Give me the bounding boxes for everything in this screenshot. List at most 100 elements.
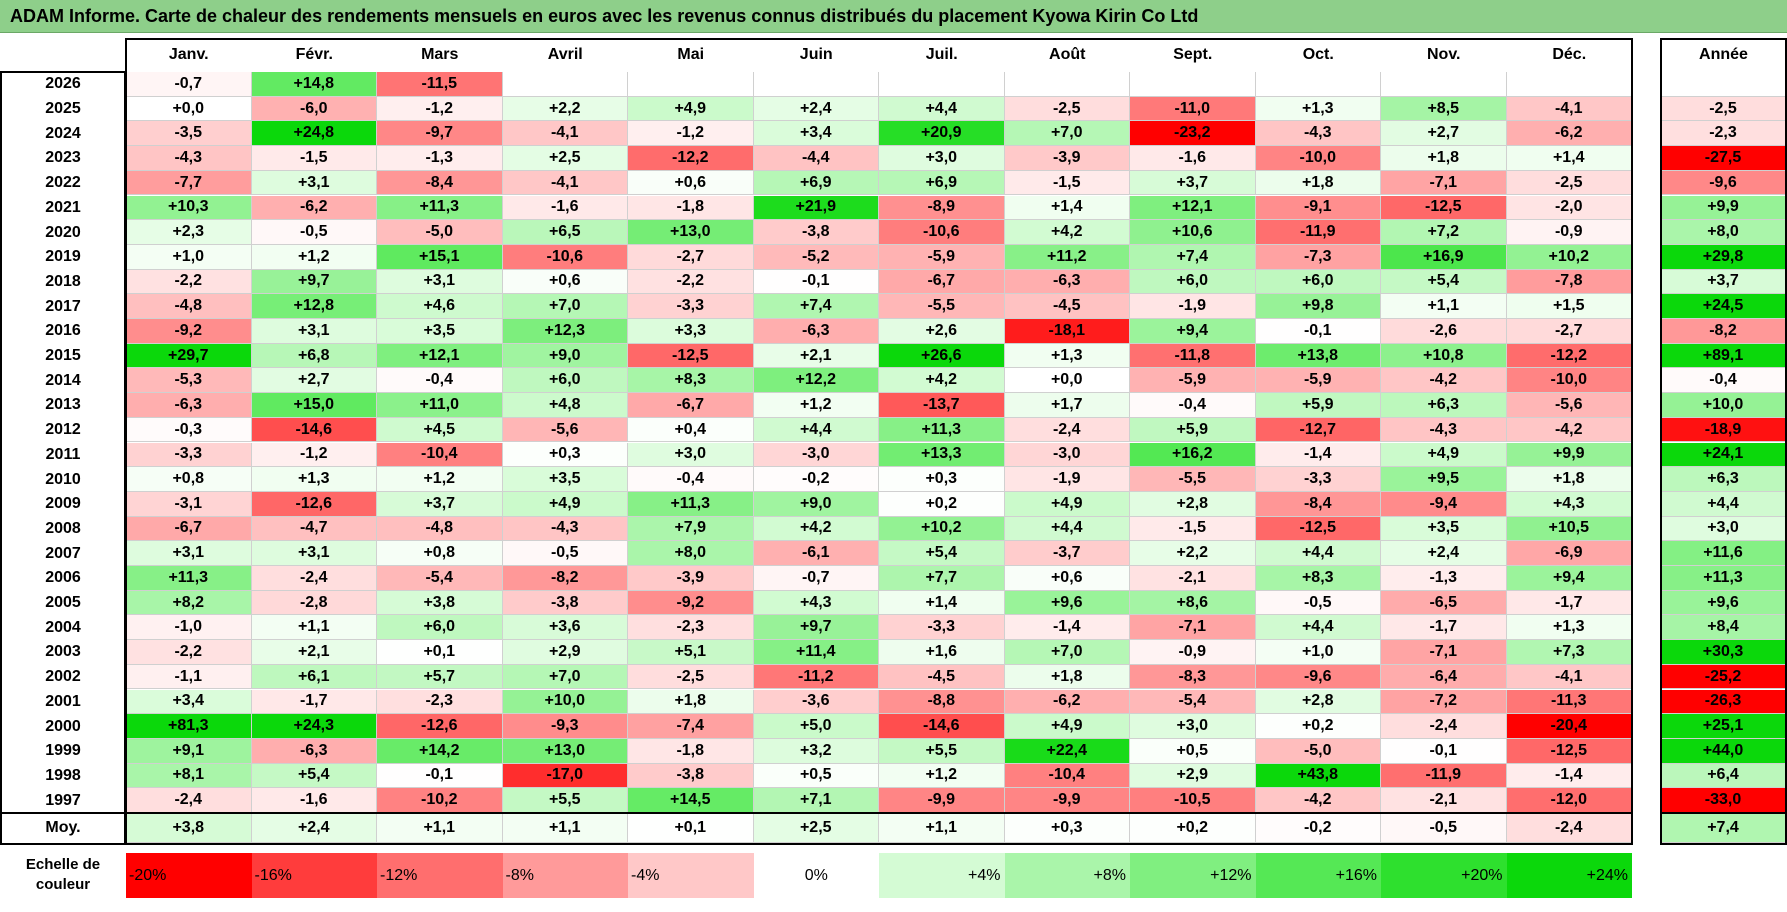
- heatmap-cell: -0,1: [1255, 319, 1381, 344]
- heatmap-cell: -4,2: [1255, 788, 1381, 813]
- heatmap-cell: -14,6: [879, 714, 1005, 739]
- heatmap-cell: -11,2: [753, 664, 879, 690]
- heatmap-cell: +3,7: [1130, 170, 1256, 196]
- heatmap-cell: -0,4: [1130, 393, 1256, 418]
- heatmap-cell: -1,4: [1004, 615, 1130, 641]
- heatmap-cell: -3,0: [1004, 442, 1130, 468]
- year-label: 2005: [45, 594, 81, 612]
- heatmap-cell: +13,8: [1255, 343, 1381, 369]
- color-scale-stop: -8%: [502, 853, 628, 898]
- annual-cell: +3,7: [1661, 269, 1786, 295]
- annual-cell: +25,1: [1661, 714, 1786, 739]
- heatmap-cell: -3,1: [126, 491, 252, 517]
- heatmap-cell: -12,6: [251, 491, 377, 517]
- heatmap-cell: -2,7: [1506, 319, 1632, 344]
- year-label: 2026: [45, 75, 81, 93]
- heatmap-cell: +3,4: [126, 689, 252, 715]
- heatmap-cell: -3,3: [126, 442, 252, 468]
- heatmap-cell: -3,3: [879, 615, 1005, 641]
- heatmap-cell: -3,3: [1255, 467, 1381, 492]
- average-cell: -2,4: [1506, 813, 1632, 843]
- heatmap-cell: [1255, 72, 1381, 97]
- heatmap-cell: -2,4: [1004, 417, 1130, 443]
- heatmap-cell: -6,1: [753, 541, 879, 566]
- average-label: Moy.: [45, 819, 81, 836]
- year-label: 2009: [45, 495, 81, 513]
- year-label: 2017: [45, 297, 81, 315]
- heatmap-cell: -5,9: [879, 244, 1005, 270]
- color-scale-stop: -16%: [251, 853, 377, 898]
- year-label: 1998: [45, 766, 81, 784]
- heatmap-cell: +0,2: [1255, 714, 1381, 739]
- annual-cell: -25,2: [1661, 664, 1786, 690]
- heatmap-cell: +2,4: [1381, 541, 1507, 566]
- heatmap-cell: +2,7: [251, 368, 377, 394]
- heatmap-cell: +9,9: [1506, 442, 1632, 468]
- heatmap-cell: +5,9: [1255, 393, 1381, 418]
- heatmap-cell: -1,5: [1004, 170, 1130, 196]
- heatmap-cell: +1,2: [879, 763, 1005, 789]
- heatmap-cell: +7,9: [628, 516, 754, 542]
- month-header: Sept.: [1173, 46, 1213, 63]
- annual-cell: +29,8: [1661, 244, 1786, 270]
- average-cell: +0,2: [1130, 813, 1256, 843]
- heatmap-cell: +21,9: [753, 195, 879, 221]
- heatmap-cell: +5,0: [753, 714, 879, 739]
- heatmap-cell: -5,2: [753, 244, 879, 270]
- month-header: Juin: [799, 46, 833, 63]
- annual-cell: -8,2: [1661, 319, 1786, 344]
- heatmap-cell: +0,2: [879, 491, 1005, 517]
- heatmap-cell: +6,0: [502, 368, 628, 394]
- heatmap-cell: +1,8: [1004, 664, 1130, 690]
- year-label: 1997: [45, 791, 81, 809]
- heatmap-cell: -8,8: [879, 689, 1005, 715]
- heatmap-cell: -6,5: [1381, 590, 1507, 616]
- heatmap-cell: +0,5: [753, 763, 879, 789]
- heatmap-cell: -1,9: [1130, 294, 1256, 319]
- year-label: 1999: [45, 742, 81, 760]
- annual-cell: +4,4: [1661, 491, 1786, 517]
- annual-cell: -0,4: [1661, 368, 1786, 394]
- heatmap-cell: -4,1: [1506, 664, 1632, 690]
- heatmap-cell: -1,7: [251, 689, 377, 715]
- heatmap-cell: +4,2: [1004, 220, 1130, 245]
- heatmap-cell: +4,4: [1255, 541, 1381, 566]
- heatmap-cell: -10,0: [1506, 368, 1632, 394]
- heatmap-cell: +9,0: [502, 343, 628, 369]
- heatmap-cell: +3,5: [502, 467, 628, 492]
- heatmap-cell: -0,1: [1381, 738, 1507, 764]
- year-label: 2016: [45, 322, 81, 340]
- heatmap-cell: +24,8: [251, 121, 377, 147]
- heatmap-cell: -6,2: [1004, 689, 1130, 715]
- heatmap-cell: -9,2: [126, 319, 252, 344]
- heatmap-cell: +3,6: [502, 615, 628, 641]
- heatmap-cell: -5,5: [879, 294, 1005, 319]
- heatmap-cell: +5,4: [251, 763, 377, 789]
- heatmap-cell: -0,4: [628, 467, 754, 492]
- heatmap-cell: +0,6: [1004, 566, 1130, 591]
- heatmap-cell: -6,3: [126, 393, 252, 418]
- heatmap-cell: -11,0: [1130, 96, 1256, 122]
- heatmap-cell: +2,6: [879, 319, 1005, 344]
- heatmap-cell: [753, 72, 879, 97]
- heatmap-cell: +10,8: [1381, 343, 1507, 369]
- heatmap-cell: +0,1: [377, 640, 503, 665]
- month-header: Avril: [547, 46, 583, 63]
- heatmap-cell: +1,3: [1004, 343, 1130, 369]
- heatmap-cell: +7,3: [1506, 640, 1632, 665]
- heatmap-cell: -3,0: [753, 442, 879, 468]
- heatmap-cell: +6,9: [879, 170, 1005, 196]
- heatmap-cell: -1,9: [1004, 467, 1130, 492]
- annual-cell: -18,9: [1661, 417, 1786, 443]
- heatmap-cell: -2,3: [377, 689, 503, 715]
- heatmap-cell: +14,2: [377, 738, 503, 764]
- heatmap-cell: -3,6: [753, 689, 879, 715]
- heatmap-cell: +7,0: [1004, 640, 1130, 665]
- heatmap-cell: +1,1: [251, 615, 377, 641]
- heatmap-cell: -4,8: [126, 294, 252, 319]
- annual-cell: +3,0: [1661, 516, 1786, 542]
- heatmap-cell: +5,4: [1381, 269, 1507, 295]
- heatmap-cell: +10,0: [502, 689, 628, 715]
- heatmap-cell: +6,9: [753, 170, 879, 196]
- heatmap-cell: -12,5: [1506, 738, 1632, 764]
